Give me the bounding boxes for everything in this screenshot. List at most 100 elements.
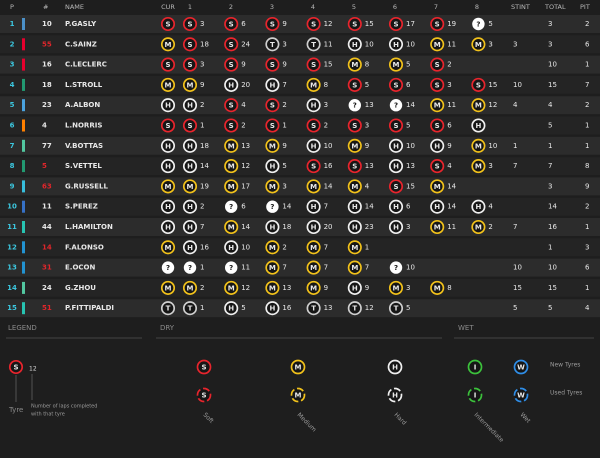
- total: 3: [548, 182, 552, 190]
- tyre-icon: [388, 77, 404, 92]
- tyre-letter: S: [393, 81, 398, 89]
- car-number: 5: [42, 162, 47, 170]
- tyre-letter: M: [269, 142, 276, 150]
- tyre-letter: T: [311, 305, 316, 313]
- stint: 7: [513, 223, 517, 231]
- tyre-icon: [265, 260, 280, 275]
- tyre-letter: H: [352, 203, 358, 211]
- tyre-letter: H: [352, 224, 358, 232]
- tyre-icon: [160, 118, 176, 133]
- tyre-icon: [160, 77, 176, 92]
- tyre-letter: I: [474, 364, 477, 372]
- stint-laps: 14: [241, 223, 250, 231]
- tyre-letter: ?: [270, 203, 274, 211]
- pit: 2: [585, 20, 589, 28]
- stint-laps: 10: [406, 142, 415, 150]
- stint-laps: 7: [200, 223, 204, 231]
- tyre-letter: H: [165, 163, 171, 171]
- tyre-letter: H: [165, 102, 171, 110]
- stint-laps: 13: [365, 101, 374, 109]
- tyre-icon: [306, 240, 321, 255]
- tyre-icon: [224, 301, 239, 316]
- column-header: #: [43, 3, 48, 11]
- tyre-letter: S: [393, 183, 398, 191]
- stint-laps: 5: [282, 162, 286, 170]
- tyre-letter: ?: [353, 102, 357, 110]
- tyre-letter: ?: [229, 203, 233, 211]
- car-number: 14: [42, 243, 52, 251]
- stint-laps: 15: [324, 61, 333, 69]
- tyre-letter: M: [165, 284, 172, 292]
- tyre-icon: [306, 199, 321, 214]
- tyre-letter: H: [434, 142, 440, 150]
- position: 14: [7, 284, 17, 292]
- tyre-icon: [347, 179, 362, 194]
- tyre-letter: H: [393, 224, 399, 232]
- position: 8: [10, 162, 15, 170]
- tyre-icon: [430, 98, 445, 113]
- stint-laps: 13: [365, 162, 374, 170]
- tyre-letter: M: [310, 183, 317, 191]
- car-number: 31: [42, 264, 52, 272]
- tyre-letter: S: [229, 61, 234, 69]
- column-header: 6: [393, 3, 397, 11]
- tyre-icon: [387, 387, 403, 403]
- stint-laps: 15: [365, 20, 374, 28]
- tyre-icon: [306, 260, 321, 275]
- tyre-icon: [183, 261, 197, 274]
- stint-laps: 11: [241, 264, 250, 272]
- tyre-icon: [182, 159, 198, 174]
- team-color-bar: [22, 139, 25, 152]
- tyre-icon: [430, 179, 445, 194]
- tyre-icon: [160, 37, 176, 52]
- team-color-bar: [22, 99, 25, 112]
- team-color-bar: [22, 261, 25, 274]
- stint-laps: 3: [200, 20, 204, 28]
- tyre-letter: H: [187, 163, 193, 171]
- stint-laps: 12: [365, 304, 374, 312]
- tyre-icon: [182, 77, 198, 92]
- tyre-icon: [182, 240, 198, 255]
- tyre-icon: [182, 301, 198, 316]
- tyre-letter: H: [393, 41, 399, 49]
- laps-caption: with that tyre: [31, 412, 65, 418]
- row-background: [0, 258, 600, 277]
- stint-laps: 19: [447, 20, 456, 28]
- stint-laps: 1: [365, 243, 369, 251]
- tyre-icon: [224, 179, 239, 194]
- driver-name: S.VETTEL: [65, 162, 102, 170]
- tyre-letter: M: [187, 284, 194, 292]
- team-color-bar: [22, 160, 25, 173]
- row-background: [0, 218, 600, 236]
- stint-laps: 13: [282, 284, 291, 292]
- tyre-icon: [265, 57, 280, 72]
- stint-laps: 19: [200, 182, 209, 190]
- tyre-icon: [347, 301, 362, 316]
- total: 1: [548, 142, 552, 150]
- car-number: 77: [42, 142, 52, 150]
- stint-laps: 14: [406, 101, 415, 109]
- column-header: 5: [352, 3, 356, 11]
- tyre-icon: [430, 37, 445, 52]
- stint-laps: 18: [282, 223, 291, 231]
- stint-laps: 20: [324, 223, 333, 231]
- stint-laps: 15: [488, 81, 497, 89]
- team-color-bar: [22, 221, 25, 233]
- stint-laps: 2: [324, 122, 328, 130]
- car-number: 23: [42, 101, 52, 109]
- driver-row: 2 55 C.SAINZ M S 18 S 24 T 3 T 11 H 10 H 10 M 11 M 3 3 3 6: [0, 35, 600, 54]
- row-background: [0, 157, 600, 176]
- stint-laps: 14: [282, 203, 291, 211]
- tyre-icon: [430, 77, 445, 92]
- total: 15: [548, 81, 557, 89]
- tyre-letter: H: [228, 305, 234, 313]
- tyre-icon: [430, 159, 445, 174]
- tyre-icon: [306, 280, 321, 295]
- stint-laps: 12: [488, 101, 497, 109]
- tyre-letter: M: [475, 142, 482, 150]
- tyre-letter: W: [517, 364, 525, 372]
- driver-name: P.GASLY: [65, 20, 97, 28]
- pit: 1: [585, 142, 589, 150]
- pit: 1: [585, 122, 589, 130]
- position: 3: [10, 61, 15, 69]
